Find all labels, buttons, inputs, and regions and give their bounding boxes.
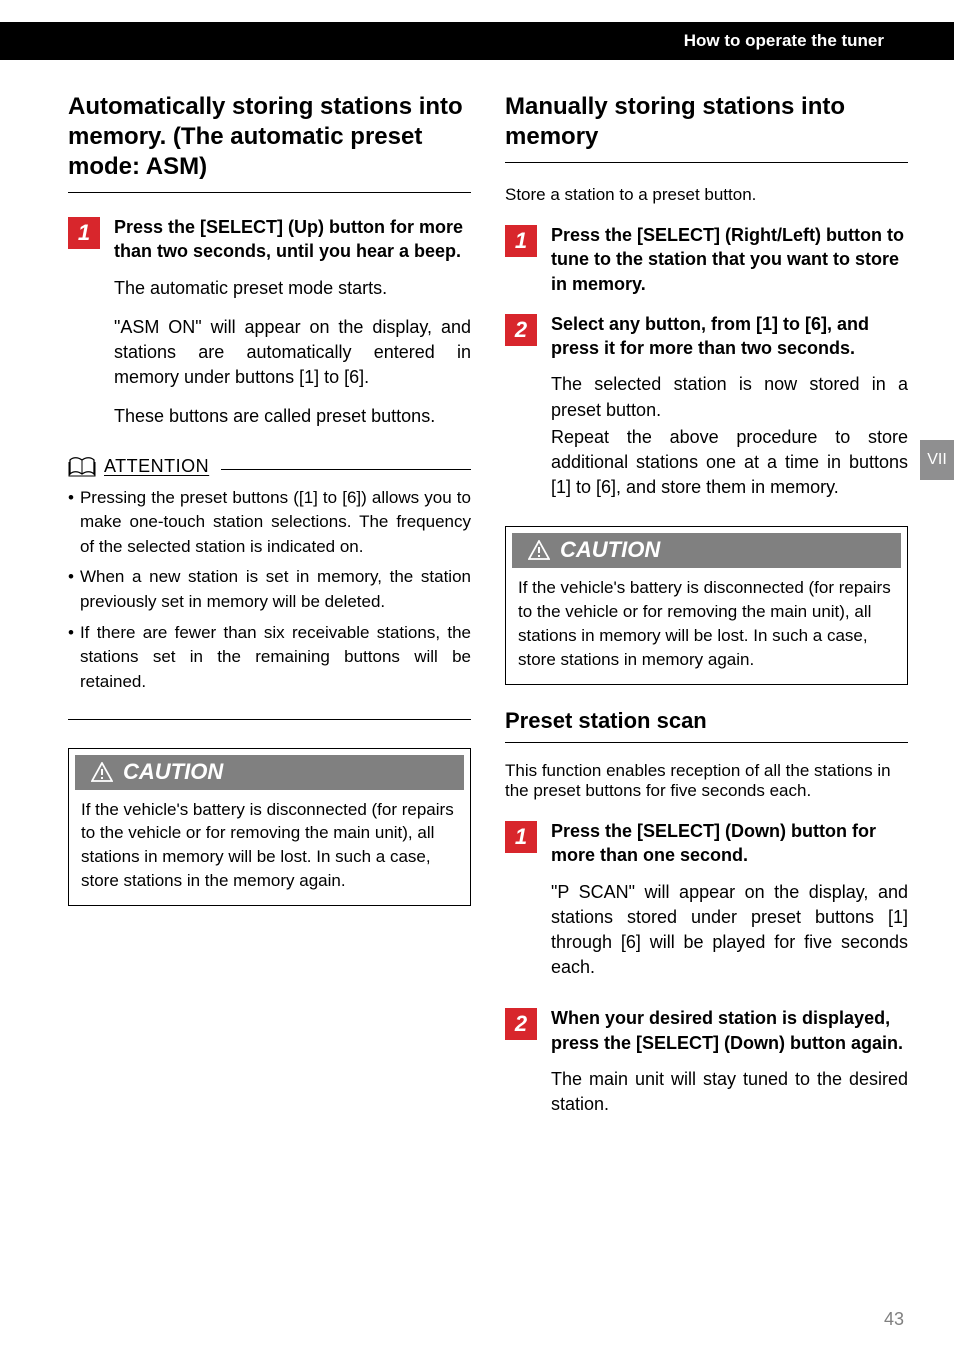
bullet-item: • When a new station is set in memory, t… — [68, 565, 471, 614]
step-text: The automatic preset mode starts. — [114, 276, 471, 301]
page: How to operate the tuner VII Automatical… — [0, 0, 954, 1352]
step-text: These buttons are called preset buttons. — [114, 404, 471, 429]
step-text: Repeat the above procedure to store addi… — [551, 425, 908, 501]
subsection-title-preset-scan: Preset station scan — [505, 707, 908, 744]
bullet-text: Pressing the preset buttons ([1] to [6])… — [80, 486, 471, 560]
attention-bullets: • Pressing the preset buttons ([1] to [6… — [68, 486, 471, 720]
step-number-badge: 1 — [505, 225, 537, 257]
page-number: 43 — [884, 1309, 904, 1330]
header-bar: How to operate the tuner — [0, 22, 954, 60]
warning-triangle-icon — [528, 540, 550, 560]
attention-book-icon — [68, 456, 96, 478]
step-head: Press the [SELECT] (Up) button for more … — [114, 215, 471, 264]
caution-title: CAUTION — [512, 533, 901, 568]
scan-intro-text: This function enables reception of all t… — [505, 761, 908, 801]
section-title-asm: Automatically storing stations into memo… — [68, 92, 471, 193]
caution-body: If the vehicle's battery is disconnected… — [506, 574, 907, 683]
caution-title-text: CAUTION — [560, 537, 660, 563]
step-body: Press the [SELECT] (Right/Left) button t… — [551, 223, 908, 300]
content-columns: Automatically storing stations into memo… — [68, 92, 908, 1292]
left-column: Automatically storing stations into memo… — [68, 92, 471, 1292]
bullet-text: When a new station is set in memory, the… — [80, 565, 471, 614]
caution-box: CAUTION If the vehicle's battery is disc… — [505, 526, 908, 684]
attention-rule — [221, 469, 471, 470]
asm-step-1: 1 Press the [SELECT] (Up) button for mor… — [68, 215, 471, 444]
step-head: Select any button, from [1] to [6], and … — [551, 312, 908, 361]
manual-step-1: 1 Press the [SELECT] (Right/Left) button… — [505, 223, 908, 300]
scan-step-2: 2 When your desired station is displayed… — [505, 1006, 908, 1131]
right-column: Manually storing stations into memory St… — [505, 92, 908, 1292]
caution-title: CAUTION — [75, 755, 464, 790]
step-text: "P SCAN" will appear on the display, and… — [551, 880, 908, 981]
bullet-dot-icon: • — [68, 565, 74, 614]
caution-box: CAUTION If the vehicle's battery is disc… — [68, 748, 471, 906]
step-body: Press the [SELECT] (Down) button for mor… — [551, 819, 908, 994]
step-number-badge: 2 — [505, 1008, 537, 1040]
step-head: Press the [SELECT] (Right/Left) button t… — [551, 223, 908, 296]
step-body: When your desired station is displayed, … — [551, 1006, 908, 1131]
section-title-manual: Manually storing stations into memory — [505, 92, 908, 163]
step-number-badge: 1 — [68, 217, 100, 249]
attention-label: ATTENTION — [104, 456, 209, 477]
step-head: When your desired station is displayed, … — [551, 1006, 908, 1055]
bullet-dot-icon: • — [68, 486, 74, 560]
scan-step-1: 1 Press the [SELECT] (Down) button for m… — [505, 819, 908, 994]
step-body: Select any button, from [1] to [6], and … — [551, 312, 908, 515]
bullet-item: • If there are fewer than six receivable… — [68, 621, 471, 695]
step-text: The main unit will stay tuned to the des… — [551, 1067, 908, 1117]
bullet-dot-icon: • — [68, 621, 74, 695]
step-number-badge: 1 — [505, 821, 537, 853]
step-body: Press the [SELECT] (Up) button for more … — [114, 215, 471, 444]
side-tab-label: VII — [927, 451, 947, 469]
step-number-badge: 2 — [505, 314, 537, 346]
side-tab: VII — [920, 440, 954, 480]
intro-text: Store a station to a preset button. — [505, 185, 908, 205]
warning-triangle-icon — [91, 762, 113, 782]
header-title: How to operate the tuner — [684, 31, 884, 51]
attention-heading: ATTENTION — [68, 456, 471, 478]
step-text: The selected station is now stored in a … — [551, 372, 908, 422]
step-head: Press the [SELECT] (Down) button for mor… — [551, 819, 908, 868]
step-text: "ASM ON" will appear on the display, and… — [114, 315, 471, 391]
bullet-item: • Pressing the preset buttons ([1] to [6… — [68, 486, 471, 560]
manual-step-2: 2 Select any button, from [1] to [6], an… — [505, 312, 908, 515]
caution-title-text: CAUTION — [123, 759, 223, 785]
caution-body: If the vehicle's battery is disconnected… — [69, 796, 470, 905]
bullet-text: If there are fewer than six receivable s… — [80, 621, 471, 695]
